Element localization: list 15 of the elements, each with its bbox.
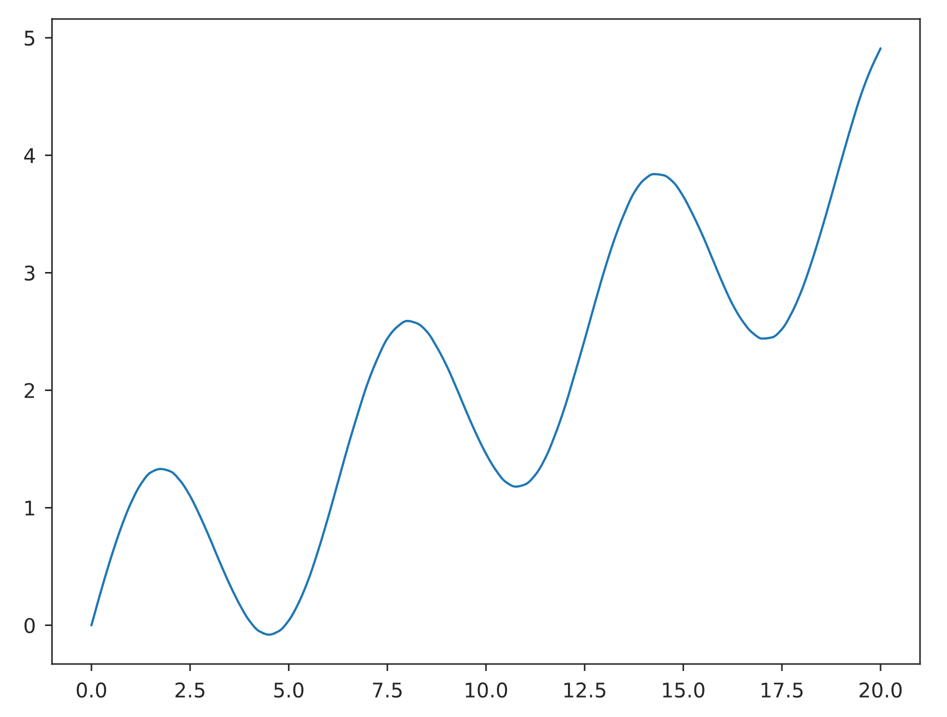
x-tick-label: 0.0 bbox=[76, 682, 106, 698]
x-tick-label: 10.0 bbox=[466, 682, 508, 698]
x-tick-label: 7.5 bbox=[373, 682, 402, 698]
x-tick-label: 17.5 bbox=[762, 682, 803, 698]
x-tick-label: 5.0 bbox=[274, 682, 304, 698]
x-tick-label: 15.0 bbox=[663, 682, 704, 698]
y-tick-label: 0 bbox=[24, 618, 35, 634]
x-tick-label: 20.0 bbox=[860, 682, 902, 698]
y-tick-label: 5 bbox=[24, 30, 34, 46]
x-tick-label: 12.5 bbox=[564, 682, 606, 698]
y-tick-label: 3 bbox=[24, 265, 34, 281]
x-tick-label: 2.5 bbox=[176, 682, 204, 698]
y-tick-label: 4 bbox=[24, 148, 35, 163]
y-tick-label: 1 bbox=[25, 500, 34, 516]
y-tick-label: 2 bbox=[24, 382, 34, 398]
